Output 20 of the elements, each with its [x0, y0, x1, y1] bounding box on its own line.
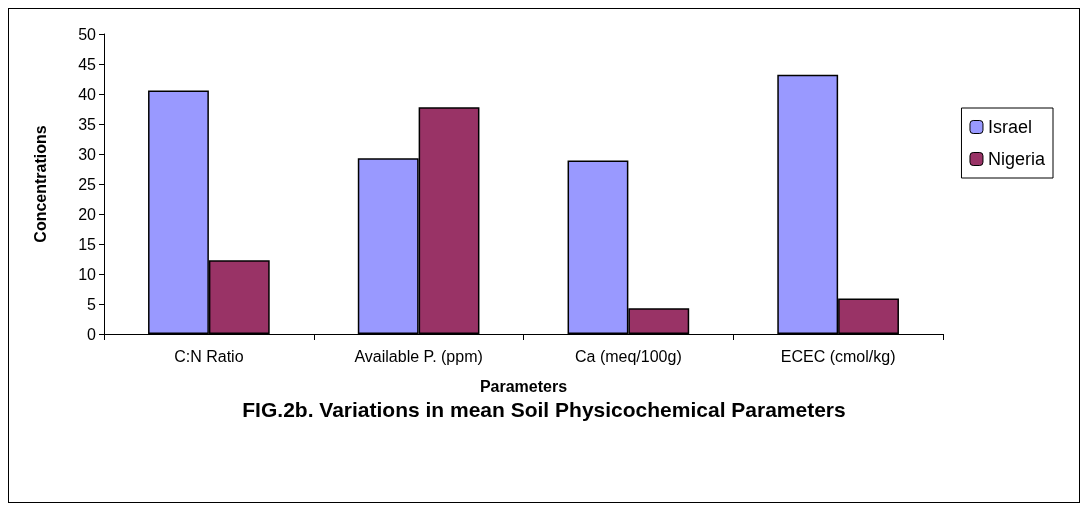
x-axis-title: Parameters: [479, 377, 568, 395]
y-tick-label: 40: [78, 85, 97, 103]
y-tick-label: 20: [78, 205, 97, 223]
y-tick-label: 30: [78, 145, 97, 163]
y-axis-title: Concentrations: [31, 125, 49, 243]
y-tick-label: 45: [78, 55, 97, 73]
y-tick-label: 0: [87, 325, 97, 343]
y-tick-label: 10: [78, 265, 97, 283]
y-tick-label: 50: [78, 25, 97, 43]
legend-label: Nigeria: [987, 149, 1046, 169]
y-tick-label: 15: [78, 235, 97, 253]
y-tick-label: 25: [78, 175, 97, 193]
x-tick-label: C:N Ratio: [174, 347, 244, 365]
x-tick-label: ECEC (cmol/kg): [780, 347, 896, 365]
legend-label: Israel: [987, 117, 1032, 137]
y-tick-label: 35: [78, 115, 97, 133]
x-tick-label: Ca (meq/100g): [575, 347, 682, 365]
x-tick-label: Available P. (ppm): [354, 347, 483, 365]
y-tick-label: 5: [87, 295, 97, 313]
text: FIG.2b. Variations in mean Soil Physicochemical Parameters: [242, 398, 846, 421]
